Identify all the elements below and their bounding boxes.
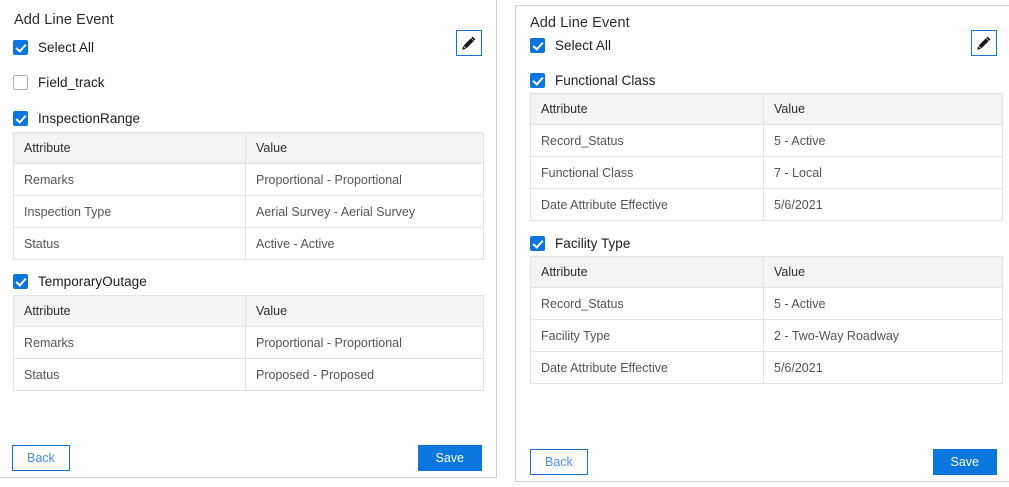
cell-value: Proposed - Proposed (245, 358, 484, 391)
table-row: Status Active - Active (13, 227, 484, 260)
attribute-table-inspectionrange: Attribute Value Remarks Proportional - P… (13, 132, 484, 260)
cell-attribute: Status (13, 227, 246, 260)
panel-left-content: Add Line Event Select All Field_tra (0, 0, 496, 477)
attribute-table-functional-class: Attribute Value Record_Status 5 - Active… (530, 93, 1003, 221)
table-row: Remarks Proportional - Proportional (13, 163, 484, 196)
pencil-icon-button[interactable] (971, 30, 997, 56)
table-header-row: Attribute Value (530, 93, 1003, 125)
table-row: Date Attribute Effective 5/6/2021 (530, 351, 1003, 384)
checkbox-select-all[interactable] (530, 38, 545, 53)
column-header-value: Value (763, 256, 1003, 288)
checkbox-label-facility-type: Facility Type (555, 236, 631, 251)
checkbox-temporaryoutage[interactable] (13, 274, 28, 289)
pencil-icon-button[interactable] (456, 30, 482, 56)
page-title: Add Line Event (530, 15, 630, 31)
table-row: Status Proposed - Proposed (13, 358, 484, 391)
cell-attribute: Status (13, 358, 246, 391)
checkbox-row-select-all[interactable]: Select All (530, 38, 611, 53)
attribute-table-temporaryoutage: Attribute Value Remarks Proportional - P… (13, 295, 484, 391)
checkbox-field-track[interactable] (13, 75, 28, 90)
checkbox-row-field-track[interactable]: Field_track (13, 75, 105, 90)
pencil-icon (976, 35, 992, 51)
table-header-row: Attribute Value (530, 256, 1003, 288)
cell-value: Proportional - Proportional (245, 326, 484, 359)
checkbox-row-facility-type[interactable]: Facility Type (530, 236, 630, 251)
table-row: Remarks Proportional - Proportional (13, 326, 484, 359)
column-header-value: Value (763, 93, 1003, 125)
cell-value: 5/6/2021 (763, 188, 1003, 221)
table-row: Record_Status 5 - Active (530, 287, 1003, 320)
cell-attribute: Record_Status (530, 124, 764, 157)
checkbox-label-inspectionrange: InspectionRange (38, 111, 141, 126)
cell-attribute: Functional Class (530, 156, 764, 189)
table-header-row: Attribute Value (13, 295, 484, 327)
cell-attribute: Date Attribute Effective (530, 351, 764, 384)
cell-attribute: Record_Status (530, 287, 764, 320)
column-header-attribute: Attribute (13, 295, 246, 327)
column-header-attribute: Attribute (13, 132, 246, 164)
checkbox-label-temporaryoutage: TemporaryOutage (38, 274, 147, 289)
save-button[interactable]: Save (932, 449, 997, 475)
column-header-attribute: Attribute (530, 256, 764, 288)
cell-attribute: Date Attribute Effective (530, 188, 764, 221)
cell-value: Active - Active (245, 227, 484, 260)
cell-value: 5 - Active (763, 124, 1003, 157)
panel-right-content: Add Line Event Select All Functiona (516, 6, 1009, 481)
attribute-table-facility-type: Attribute Value Record_Status 5 - Active… (530, 256, 1003, 384)
cell-attribute: Remarks (13, 163, 246, 196)
checkbox-label-select-all: Select All (555, 38, 612, 53)
column-header-value: Value (245, 295, 484, 327)
checkbox-row-select-all[interactable]: Select All (13, 40, 94, 55)
table-header-row: Attribute Value (13, 132, 484, 164)
checkbox-facility-type[interactable] (530, 236, 545, 251)
cell-attribute: Remarks (13, 326, 246, 359)
cell-value: Aerial Survey - Aerial Survey (245, 195, 484, 228)
cell-value: 5/6/2021 (763, 351, 1003, 384)
checkbox-functional-class[interactable] (530, 73, 545, 88)
checkbox-row-temporaryoutage[interactable]: TemporaryOutage (13, 274, 147, 289)
table-row: Inspection Type Aerial Survey - Aerial S… (13, 195, 484, 228)
add-line-event-panel-right: Add Line Event Select All Functiona (515, 5, 1009, 482)
cell-value: 7 - Local (763, 156, 1003, 189)
back-button[interactable]: Back (530, 449, 588, 475)
checkbox-row-functional-class[interactable]: Functional Class (530, 73, 656, 88)
add-line-event-panel-left: Add Line Event Select All Field_tra (0, 0, 497, 478)
checkbox-label-field-track: Field_track (38, 75, 105, 90)
table-row: Functional Class 7 - Local (530, 156, 1003, 189)
table-row: Facility Type 2 - Two-Way Roadway (530, 319, 1003, 352)
checkbox-label-functional-class: Functional Class (555, 73, 656, 88)
cell-value: 5 - Active (763, 287, 1003, 320)
cell-value: 2 - Two-Way Roadway (763, 319, 1003, 352)
table-row: Date Attribute Effective 5/6/2021 (530, 188, 1003, 221)
cell-attribute: Facility Type (530, 319, 764, 352)
checkbox-inspectionrange[interactable] (13, 111, 28, 126)
save-button[interactable]: Save (417, 445, 482, 471)
back-button[interactable]: Back (12, 445, 70, 471)
checkbox-row-inspectionrange[interactable]: InspectionRange (13, 111, 140, 126)
table-row: Record_Status 5 - Active (530, 124, 1003, 157)
page-title: Add Line Event (14, 12, 114, 28)
cell-value: Proportional - Proportional (245, 163, 484, 196)
checkbox-label-select-all: Select All (38, 40, 95, 55)
cell-attribute: Inspection Type (13, 195, 246, 228)
column-header-attribute: Attribute (530, 93, 764, 125)
pencil-icon (461, 35, 477, 51)
column-header-value: Value (245, 132, 484, 164)
checkbox-select-all[interactable] (13, 40, 28, 55)
